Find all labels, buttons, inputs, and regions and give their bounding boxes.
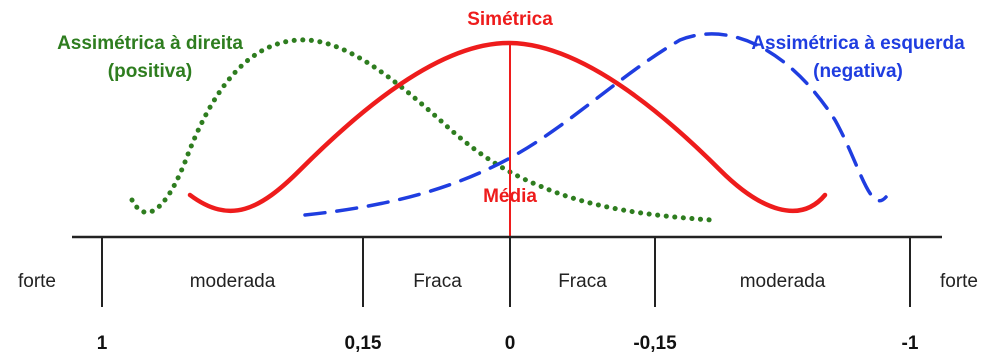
negative-skew-label: Assimétrica à esquerda (negativa) [738, 30, 978, 86]
negative-skew-label-line1: Assimétrica à esquerda [751, 33, 965, 54]
mean-label: Média [483, 186, 537, 207]
region-label: forte [17, 271, 57, 292]
tick-value: -1 [901, 333, 919, 354]
region-label: forte [939, 271, 979, 292]
tick-value: -0,15 [633, 333, 677, 354]
tick-value: 1 [96, 333, 108, 354]
region-label: Fraca [558, 271, 607, 292]
region-label: moderada [189, 271, 276, 292]
region-label: moderada [739, 271, 826, 292]
symmetric-label: Simétrica [467, 9, 553, 30]
tick-value: 0 [504, 333, 516, 354]
positive-skew-label: Assimétrica à direita (positiva) [30, 30, 270, 86]
positive-skew-label-line1: Assimétrica à direita [57, 33, 243, 54]
tick-value: 0,15 [344, 333, 382, 354]
region-label: Fraca [413, 271, 462, 292]
positive-skew-label-line2: (positiva) [107, 61, 193, 82]
positive-skew-curve [129, 37, 715, 223]
negative-skew-label-line2: (negativa) [813, 61, 903, 82]
